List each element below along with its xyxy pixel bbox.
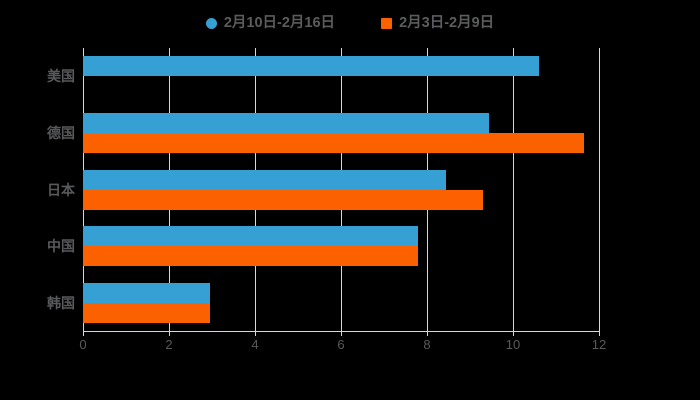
y-axis-category-label-0: 美国 (47, 68, 75, 85)
x-tick-label-10: 10 (505, 337, 521, 352)
x-tick-label-8: 8 (423, 337, 431, 352)
y-axis-category-label-4: 韩国 (47, 294, 75, 311)
bar-3-series-1[interactable] (83, 246, 419, 267)
bar-2-series-1[interactable] (83, 189, 483, 210)
legend-item-series-1[interactable]: 2月3日-2月9日 (381, 16, 494, 31)
bar-1-series-1[interactable] (83, 132, 584, 153)
bar-0-series-0[interactable] (83, 56, 539, 77)
y-axis-category-label-1: 德国 (47, 124, 75, 141)
x-tick-label-4: 4 (251, 337, 259, 352)
x-tick-mark-4 (255, 331, 256, 336)
x-tick-mark-2 (169, 331, 170, 336)
chart-legend: 2月10日-2月16日 2月3日-2月9日 (0, 8, 700, 38)
x-tick-label-2: 2 (165, 337, 173, 352)
legend-square-marker-icon (381, 17, 393, 29)
x-tick-mark-6 (341, 331, 342, 336)
bar-4-series-1[interactable] (83, 302, 210, 323)
x-tick-mark-8 (427, 331, 428, 336)
gridline-x-12 (599, 48, 600, 331)
plot-area (83, 48, 600, 331)
y-axis-category-label-3: 中国 (47, 238, 75, 255)
bar-2-series-0[interactable] (83, 169, 447, 190)
x-tick-mark-10 (513, 331, 514, 336)
y-axis-category-label-2: 日本 (47, 181, 75, 198)
x-tick-mark-0 (83, 331, 84, 336)
y-axis-labels: 美国德国日本中国韩国 (0, 48, 75, 331)
legend-circle-marker-icon (205, 17, 217, 29)
legend-item-series-0[interactable]: 2月10日-2月16日 (205, 14, 336, 31)
x-tick-label-12: 12 (591, 337, 607, 352)
legend-label-series-0: 2月10日-2月16日 (223, 14, 336, 31)
x-tick-mark-12 (599, 331, 600, 336)
x-tick-label-0: 0 (79, 337, 87, 352)
bar-3-series-0[interactable] (83, 226, 419, 247)
gridline-x-10 (513, 48, 514, 331)
x-tick-label-6: 6 (337, 337, 345, 352)
legend-label-series-1: 2月3日-2月9日 (399, 14, 495, 31)
bar-4-series-0[interactable] (83, 282, 210, 303)
bar-1-series-0[interactable] (83, 112, 490, 133)
